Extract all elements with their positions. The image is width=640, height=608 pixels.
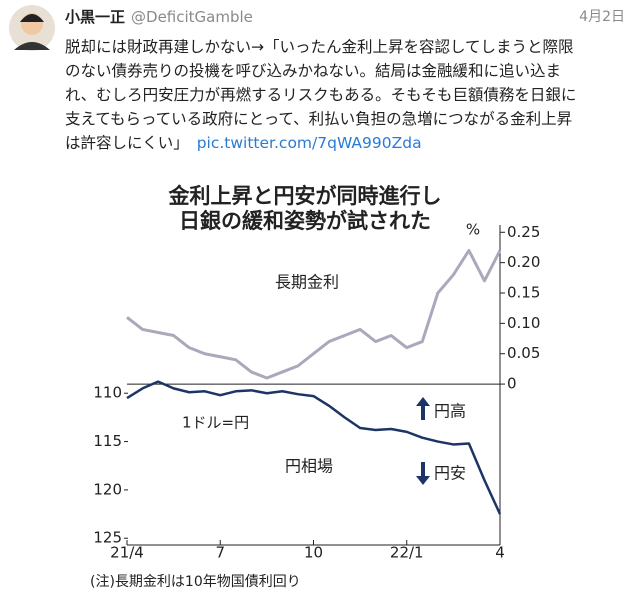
chart-title: 金利上昇と円安が同時進行し bbox=[168, 184, 442, 208]
y-tick-label: 115 bbox=[93, 432, 122, 450]
tweet-line: れ、むしろ円安圧力が再燃するリスクもある。そもそも巨額債務を日銀に bbox=[65, 86, 577, 104]
annotation: 円安 bbox=[434, 464, 466, 483]
tweet-line: 脱却には財政再建しかない→「いったん金利上昇を容認してしまうと際限 bbox=[65, 38, 574, 56]
chart-title: 日銀の緩和姿勢が試された bbox=[179, 209, 431, 233]
y2-tick-label: 0.20 bbox=[507, 253, 540, 271]
tweet-line: は許容しにくい」 bbox=[65, 134, 189, 152]
annotation: 円高 bbox=[434, 402, 466, 421]
y-tick-label: 110 bbox=[93, 384, 122, 402]
y2-tick-label: 0.05 bbox=[507, 344, 540, 362]
series-line bbox=[126, 249, 502, 380]
tweet-line: のない債券売りの投機を呼び込みかねない。結局は金融緩和に追い込ま bbox=[65, 62, 562, 80]
tweet-line: 支えてもらっている政府にとって、利払い負担の急増につながる金利上昇 bbox=[65, 110, 573, 128]
x-tick-label: 21/4 bbox=[110, 544, 144, 562]
avatar-body bbox=[14, 42, 50, 50]
y-tick-label: 125 bbox=[93, 529, 122, 547]
unit: % bbox=[466, 221, 480, 239]
y2-tick-label: 0.15 bbox=[507, 284, 540, 302]
y-tick-label: 120 bbox=[93, 480, 122, 498]
avatar-hair bbox=[20, 14, 44, 22]
tweet: 小黒一正 @DeficitGamble 4月2日 脱却には財政再建しかない→「いっ… bbox=[65, 6, 625, 155]
series-label: 円相場 bbox=[285, 457, 333, 476]
annotation: 1ドル=円 bbox=[182, 414, 249, 432]
link[interactable]: pic.twitter.com/7qWA990Zda bbox=[196, 134, 422, 152]
y2-tick-label: 0 bbox=[507, 375, 517, 393]
up-arrow bbox=[416, 397, 430, 420]
series-line bbox=[126, 380, 502, 515]
y2-tick-label: 0.10 bbox=[507, 314, 540, 332]
tweet-header: 小黒一正 @DeficitGamble 4月2日 bbox=[65, 6, 625, 30]
user-name[interactable]: 小黒一正 bbox=[65, 8, 126, 26]
tweet-line: は許容しにくい」 pic.twitter.com/7qWA990Zda bbox=[65, 131, 625, 155]
series-label: 長期金利 bbox=[275, 273, 339, 292]
x-tick-label: 22/1 bbox=[390, 544, 424, 562]
x-tick-label: 4 bbox=[495, 544, 505, 562]
note: (注)長期金利は10年物国債利回り bbox=[90, 574, 301, 590]
y2-tick-label: 0.25 bbox=[507, 223, 540, 241]
x-tick-label: 7 bbox=[215, 544, 225, 562]
x-tick-label: 10 bbox=[304, 544, 323, 562]
down-arrow bbox=[416, 462, 430, 485]
tweet-body: 脱却には財政再建しかない→「いったん金利上昇を容認してしまうと際限 のない債券売… bbox=[65, 35, 625, 155]
tweet-date[interactable]: 4月2日 bbox=[579, 9, 625, 25]
user-handle[interactable]: @DeficitGamble bbox=[131, 8, 253, 26]
